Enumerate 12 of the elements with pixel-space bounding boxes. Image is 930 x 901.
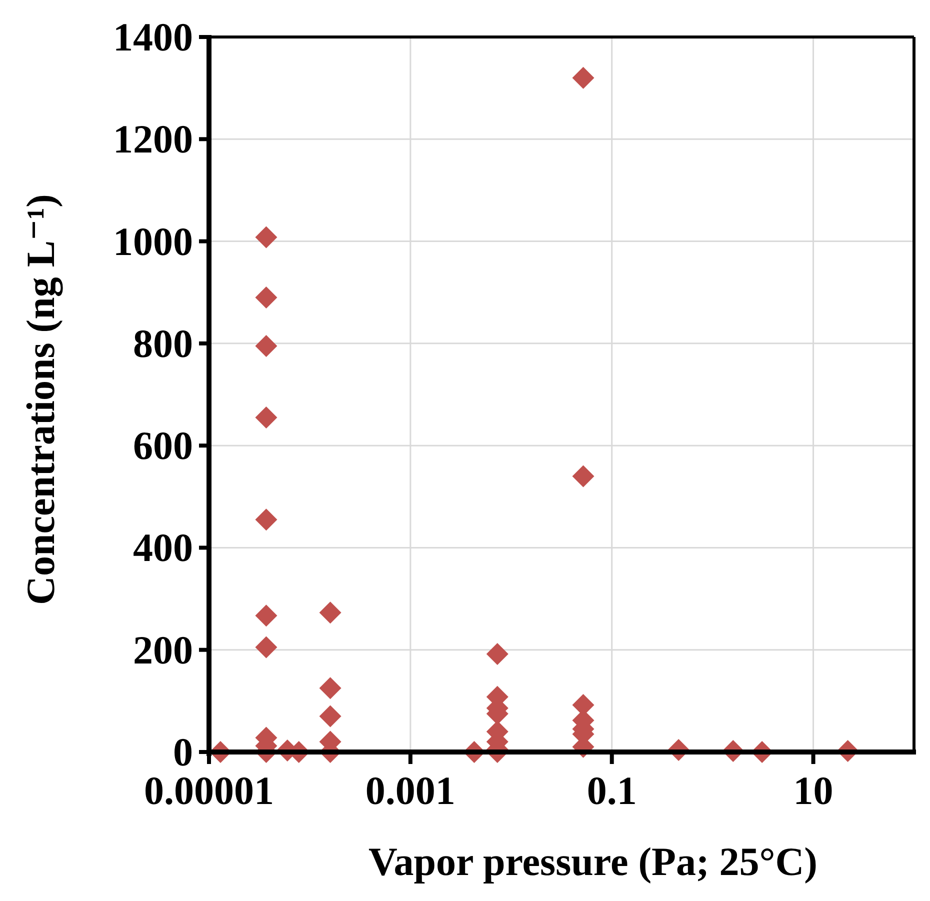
y-tick-label: 800: [133, 320, 193, 366]
y-tick-label: 1000: [113, 218, 193, 264]
y-axis-title: Concentrations (ng L⁻¹): [18, 194, 63, 605]
x-tick-label: 0.1: [586, 768, 637, 813]
y-tick-label: 1200: [113, 116, 193, 162]
y-tick-label: 1400: [113, 14, 193, 60]
x-tick-label: 0.001: [365, 768, 456, 813]
x-axis-title: Vapor pressure (Pa; 25°C): [368, 839, 818, 884]
x-tick-label: 10: [793, 768, 834, 813]
y-tick-label: 400: [133, 525, 193, 570]
y-tick-label: 200: [133, 627, 193, 672]
y-tick-label: 600: [133, 423, 193, 468]
